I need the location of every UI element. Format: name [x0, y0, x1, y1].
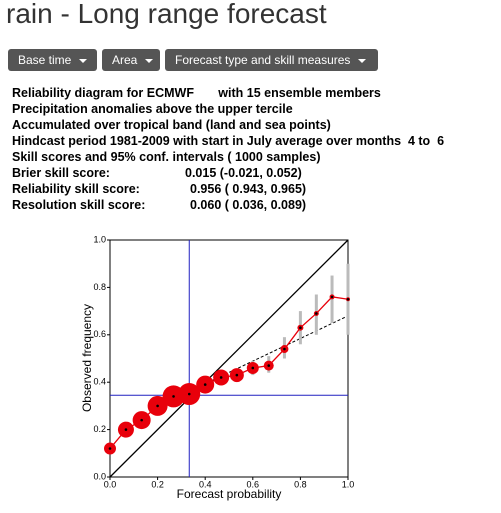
button-label: Area [112, 53, 138, 67]
y-tick-label: 1.0 [93, 234, 106, 244]
x-tick-label: 1.0 [342, 479, 355, 489]
point-center [346, 297, 350, 301]
score-value: 0.060 ( 0.036, 0.089) [190, 198, 307, 212]
point-center [251, 366, 255, 370]
score-value: 0.956 ( 0.943, 0.965) [190, 182, 307, 196]
regression-line [188, 315, 349, 393]
score-value: 0.015 (-0.021, 0.052) [185, 166, 302, 180]
info-line: Reliability diagram for ECMWF with 15 en… [12, 86, 381, 100]
score-label: Reliability skill score: [12, 182, 140, 196]
info-line: Accumulated over tropical band (land and… [12, 118, 331, 132]
point-center [172, 395, 175, 398]
point-center [315, 312, 318, 315]
y-axis-label: Observed frequency [80, 304, 94, 412]
info-line: Skill scores and 95% conf. intervals ( 1… [12, 150, 321, 164]
y-tick-label: 0.2 [93, 424, 106, 434]
y-tick-label: 0.4 [93, 377, 106, 387]
button[interactable]: Forecast type and skill measures [165, 49, 378, 71]
x-tick-label: 0.2 [151, 479, 164, 489]
point-center [235, 373, 239, 377]
x-tick-label: 0.0 [104, 479, 117, 489]
point-center [140, 418, 143, 422]
y-tick-label: 0.0 [93, 471, 106, 481]
point-center [187, 392, 191, 396]
point-center [219, 376, 223, 379]
button-label: Forecast type and skill measures [175, 53, 351, 67]
page-title: rain - Long range forecast [6, 0, 327, 29]
info-line: Precipitation anomalies above the upper … [12, 102, 293, 116]
diagonal [109, 239, 349, 478]
point-center [299, 326, 302, 329]
y-tick-label: 0.6 [93, 329, 106, 339]
point-center [124, 428, 128, 431]
point-center [203, 383, 207, 386]
button-label: Base time [18, 53, 72, 67]
y-tick-label: 0.8 [93, 282, 106, 292]
x-tick-label: 0.6 [247, 479, 260, 489]
plot-frame [109, 239, 349, 478]
score-label: Resolution skill score: [12, 198, 146, 212]
point-center [267, 364, 271, 367]
point-center [156, 404, 159, 408]
x-tick-label: 0.4 [199, 479, 212, 489]
button[interactable]: Area [102, 49, 160, 71]
point-center [283, 347, 286, 351]
point-center [108, 447, 112, 450]
info-line: Hindcast period 1981-2009 with start in … [12, 134, 445, 148]
button[interactable]: Base time [8, 49, 97, 71]
score-label: Brier skill score: [12, 166, 110, 180]
x-axis-label: Forecast probability [177, 487, 282, 501]
point-center [330, 295, 334, 299]
x-tick-label: 0.8 [294, 479, 307, 489]
